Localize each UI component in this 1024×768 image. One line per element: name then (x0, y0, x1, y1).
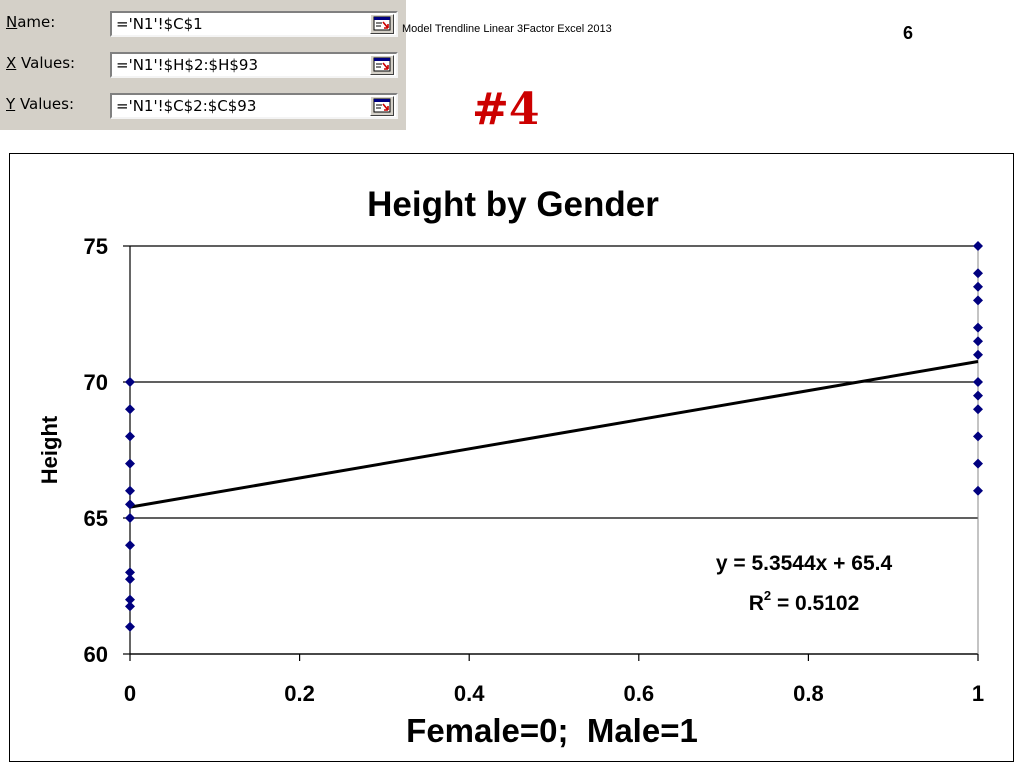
series-dialog: Name: ='N1'!$C$1 X Values: ='N1'!$H$2:$H… (0, 0, 406, 130)
data-point (973, 431, 983, 442)
data-point (125, 377, 135, 387)
data-point (973, 458, 983, 469)
data-point (125, 601, 135, 612)
x-values-value: ='N1'!$H$2:$H$93 (116, 56, 259, 74)
scatter-chart: Height by Gender 0 0.2 0.4 0.6 0.8 1 60 65 70 75… (37, 185, 984, 749)
data-point (973, 241, 983, 251)
collapse-dialog-button[interactable] (370, 55, 394, 75)
r-squared-exponent: 2 (764, 588, 771, 603)
range-select-icon (373, 57, 391, 72)
data-point (125, 594, 135, 605)
trendline (129, 360, 979, 509)
data-point (125, 499, 135, 510)
range-select-icon (373, 98, 391, 113)
x-tick-label: 0.8 (793, 681, 824, 706)
r-squared-value: = 0.5102 (771, 592, 859, 615)
data-point (973, 485, 983, 496)
data-point (973, 390, 983, 401)
data-point (973, 349, 983, 360)
y-axis-label: Height (37, 415, 62, 484)
data-points (125, 241, 983, 632)
chart-title: Height by Gender (367, 185, 659, 224)
data-point (125, 431, 135, 442)
y-tick-label: 75 (84, 234, 108, 259)
data-point (125, 621, 135, 632)
x-values-row: X Values: ='N1'!$H$2:$H$93 (0, 44, 406, 84)
data-point (125, 567, 135, 578)
page-number: 6 (903, 23, 914, 43)
data-point (973, 268, 983, 279)
chart-area: Height by Gender 0 0.2 0.4 0.6 0.8 1 60 65 70 75… (9, 153, 1014, 762)
y-values-label: Y Values: (6, 95, 74, 113)
x-axis-label: Female=0; Male=1 (406, 712, 698, 749)
y-values-field[interactable]: ='N1'!$C$2:$C$93 (110, 93, 398, 119)
axes (129, 246, 979, 655)
data-point (973, 336, 983, 347)
slide-tag: #4 (472, 84, 540, 135)
x-values-field[interactable]: ='N1'!$H$2:$H$93 (110, 52, 398, 78)
x-tick-label: 0.2 (284, 681, 315, 706)
y-axis-ticks: 60 65 70 75 (84, 234, 130, 667)
data-point (125, 404, 135, 415)
r-squared-r: R (749, 592, 764, 615)
x-axis-ticks: 0 0.2 0.4 0.6 0.8 1 (124, 654, 984, 706)
y-tick-label: 65 (84, 506, 108, 531)
r-squared-label: R2 = 0.5102 (749, 588, 860, 615)
data-point (125, 485, 135, 496)
data-point (973, 281, 983, 292)
data-point (973, 322, 983, 333)
x-tick-label: 0.4 (454, 681, 485, 706)
x-tick-label: 0.6 (624, 681, 655, 706)
series-name-value: ='N1'!$C$1 (116, 15, 203, 33)
x-values-label: X Values: (6, 54, 76, 72)
data-point (973, 377, 983, 387)
data-point (125, 574, 135, 585)
collapse-dialog-button[interactable] (370, 96, 394, 116)
data-point (973, 295, 983, 306)
range-select-icon (373, 16, 391, 31)
data-point (125, 540, 135, 551)
trendline-equation: y = 5.3544x + 65.4 (716, 552, 893, 575)
series-name-label: Name: (6, 13, 56, 31)
y-tick-label: 60 (84, 642, 108, 667)
y-values-value: ='N1'!$C$2:$C$93 (116, 97, 257, 115)
data-point (973, 404, 983, 415)
series-name-field[interactable]: ='N1'!$C$1 (110, 11, 398, 37)
series-name-row: Name: ='N1'!$C$1 (0, 3, 406, 43)
slide-subtitle: Model Trendline Linear 3Factor Excel 201… (402, 23, 612, 35)
data-point (125, 513, 135, 523)
x-tick-label: 0 (124, 681, 136, 706)
x-tick-label: 1 (972, 681, 984, 706)
y-values-row: Y Values: ='N1'!$C$2:$C$93 (0, 85, 406, 125)
y-tick-label: 70 (84, 370, 108, 395)
data-point (125, 458, 135, 469)
collapse-dialog-button[interactable] (370, 14, 394, 34)
